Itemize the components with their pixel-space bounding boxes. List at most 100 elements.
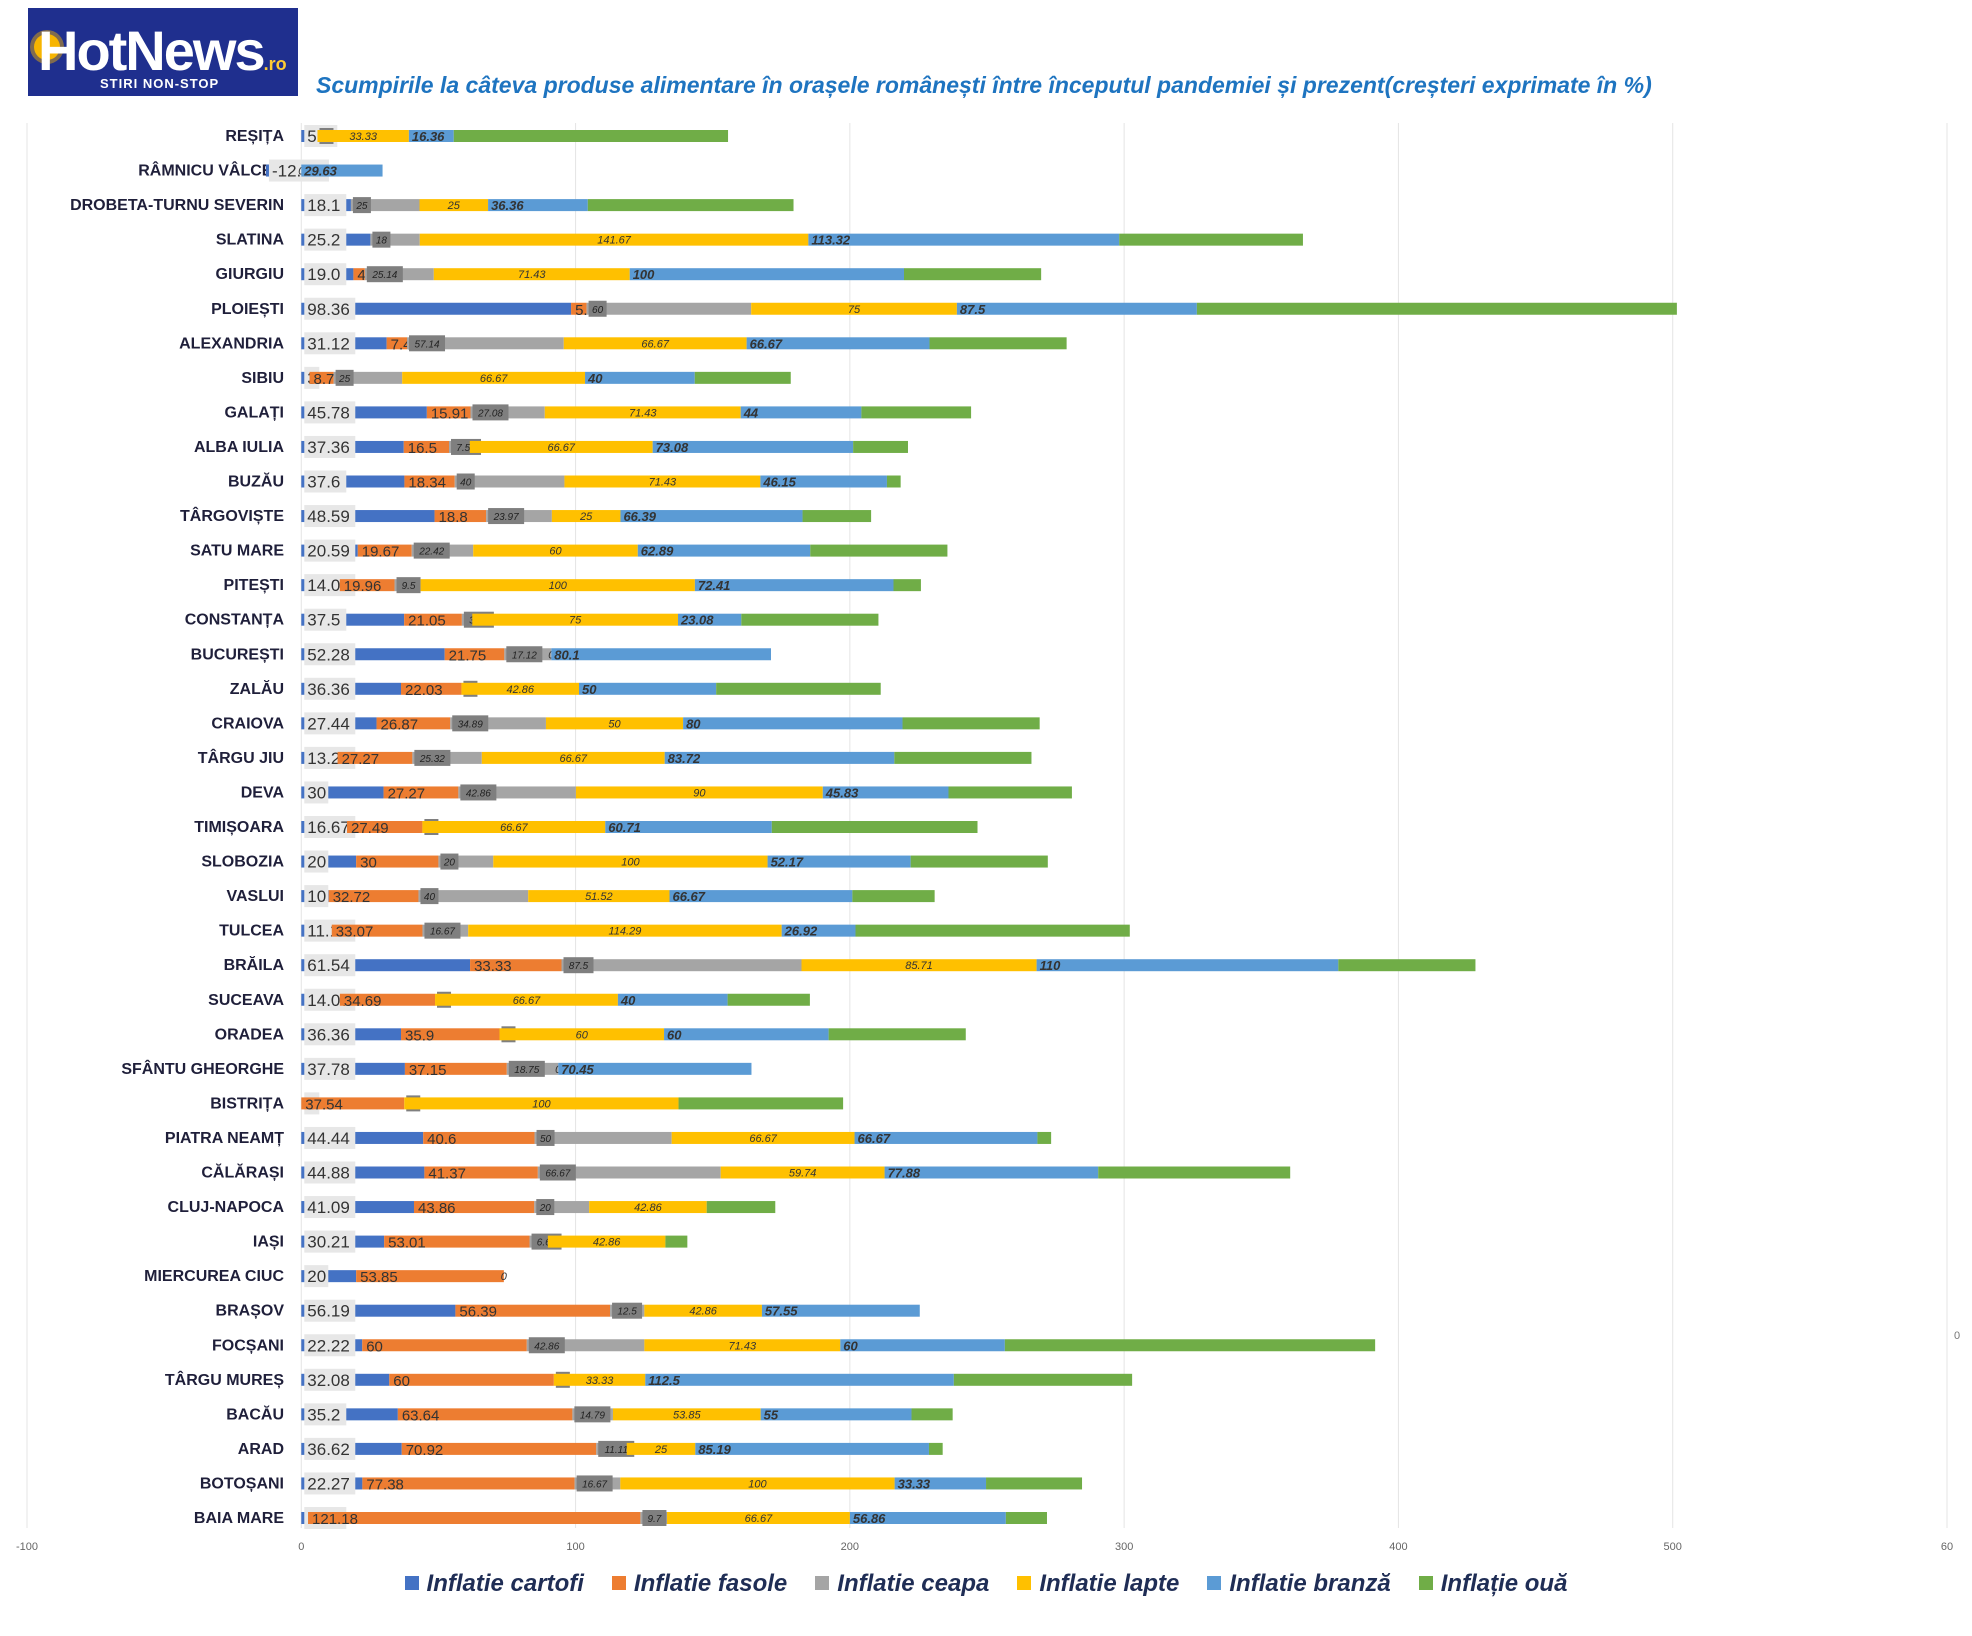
data-label: 80.1 xyxy=(554,647,579,662)
bar-segment xyxy=(571,302,587,315)
bar-segment xyxy=(605,821,772,833)
data-label: 61.54 xyxy=(307,956,350,975)
bar-segment xyxy=(760,475,887,488)
bar-segment xyxy=(587,199,794,212)
legend-label: Inflatie cartofi xyxy=(426,1570,584,1597)
category-label: FOCȘANI xyxy=(212,1337,284,1354)
data-label-box xyxy=(413,542,450,559)
data-label-box xyxy=(304,850,329,873)
bar-segment xyxy=(840,1339,1005,1352)
data-label: 56.86 xyxy=(853,1511,886,1526)
bar-segment xyxy=(407,337,564,350)
data-label: 75 xyxy=(569,615,582,627)
category-label: BUZĂU xyxy=(228,472,284,491)
data-label: 42.86 xyxy=(634,1202,662,1214)
data-label: 25.14 xyxy=(371,270,397,281)
data-label: 60 xyxy=(549,546,562,558)
data-label: 16.5 xyxy=(408,440,437,457)
bar-segment xyxy=(720,1166,885,1179)
bar-segment xyxy=(904,268,1042,281)
x-tick-label: 0 xyxy=(298,1541,304,1553)
data-label: 37.5 xyxy=(307,611,340,630)
data-label: 40.6 xyxy=(427,1131,456,1148)
bar-segment xyxy=(910,855,1048,868)
legend-label: Inflatie fasole xyxy=(633,1570,788,1597)
x-tick-label: 60 xyxy=(1941,1541,1953,1553)
bar-segment xyxy=(645,1373,954,1386)
data-label: 77.88 xyxy=(888,1166,921,1181)
data-label: 110 xyxy=(1040,958,1061,973)
data-label: 42.86 xyxy=(466,788,491,799)
data-label: 71.43 xyxy=(649,477,677,489)
bar-segment xyxy=(986,1477,1083,1490)
data-label: 66.67 xyxy=(858,1131,891,1146)
data-label: 41.37 xyxy=(428,1166,466,1183)
data-label: 42.86 xyxy=(689,1306,717,1318)
data-label-box xyxy=(612,1302,643,1319)
bar-segment xyxy=(620,1477,895,1490)
data-label-box xyxy=(642,1510,667,1526)
legend-label: Inflatie lapte xyxy=(1039,1570,1180,1597)
data-label: 33.07 xyxy=(336,924,374,941)
data-label: 121.18 xyxy=(312,1511,358,1528)
bar-segment xyxy=(356,855,439,868)
data-label: 70.92 xyxy=(406,1442,444,1459)
data-label: 27.44 xyxy=(307,714,350,733)
data-label: 40 xyxy=(424,892,436,903)
legend-item: Inflatie ceapa xyxy=(815,1570,989,1598)
category-label: PIATRA NEAMȚ xyxy=(165,1130,284,1147)
data-label-box xyxy=(424,922,461,939)
category-label: ZALĂU xyxy=(230,679,284,698)
bar-segment xyxy=(1098,1166,1291,1179)
data-label: 90 xyxy=(693,787,706,799)
data-label: 60 xyxy=(576,1029,589,1041)
data-label: 22.42 xyxy=(418,547,444,558)
data-label-box xyxy=(304,712,356,735)
bar-segment xyxy=(362,1339,527,1352)
data-label: 36.36 xyxy=(491,198,524,213)
bar-segment xyxy=(695,1442,929,1455)
data-label: 16.36 xyxy=(412,129,445,144)
data-label: 53.85 xyxy=(360,1269,398,1286)
bar-segment xyxy=(706,1201,776,1214)
data-label: 25 xyxy=(579,511,593,523)
data-label: 35.9 xyxy=(405,1027,434,1044)
legend-swatch xyxy=(1017,1576,1032,1590)
bar-segment xyxy=(716,682,881,695)
bar-segment xyxy=(667,1512,850,1524)
x-tick-label: 400 xyxy=(1389,1541,1407,1553)
data-label: 20.59 xyxy=(307,542,350,561)
data-label-box xyxy=(563,957,594,974)
data-label: 22.03 xyxy=(405,682,443,699)
edge-axis-label: 0 xyxy=(1954,1330,1961,1342)
data-label-box xyxy=(352,197,371,214)
data-label: 20 xyxy=(307,1267,326,1286)
bar-segment xyxy=(694,371,791,384)
data-label: 37.15 xyxy=(409,1062,447,1079)
bar-segment xyxy=(894,1477,987,1490)
data-label: 100 xyxy=(748,1478,767,1490)
category-label: SLATINA xyxy=(216,232,285,249)
logo-wordmark: HotNews.ro xyxy=(38,18,287,83)
bar-segment xyxy=(761,1304,920,1317)
data-label: 36.62 xyxy=(307,1440,350,1459)
bar-segment xyxy=(544,406,741,419)
data-label-box xyxy=(304,1334,356,1357)
data-label: 66.67 xyxy=(513,995,541,1007)
bar-segment xyxy=(455,1304,611,1317)
category-label: SIBIU xyxy=(241,370,284,387)
bar-segment xyxy=(902,717,1040,730)
bar-segment xyxy=(401,1028,500,1041)
category-label: TÂRGOVIȘTE xyxy=(180,506,284,525)
data-label: 32.72 xyxy=(333,889,371,906)
data-label: 35.2 xyxy=(307,1405,340,1424)
bar-segment xyxy=(339,993,436,1006)
bar-segment xyxy=(629,268,905,281)
chart-area: -100 0 100 200 300 400 500 60 REȘIȚA RÂMNICU VÂLC… xyxy=(12,118,1962,1628)
data-label: 50 xyxy=(582,682,597,697)
data-label: 20 xyxy=(539,1203,552,1214)
data-label: 25.32 xyxy=(419,754,445,765)
data-label: 16.67 xyxy=(430,927,455,938)
data-label-box xyxy=(452,715,489,732)
